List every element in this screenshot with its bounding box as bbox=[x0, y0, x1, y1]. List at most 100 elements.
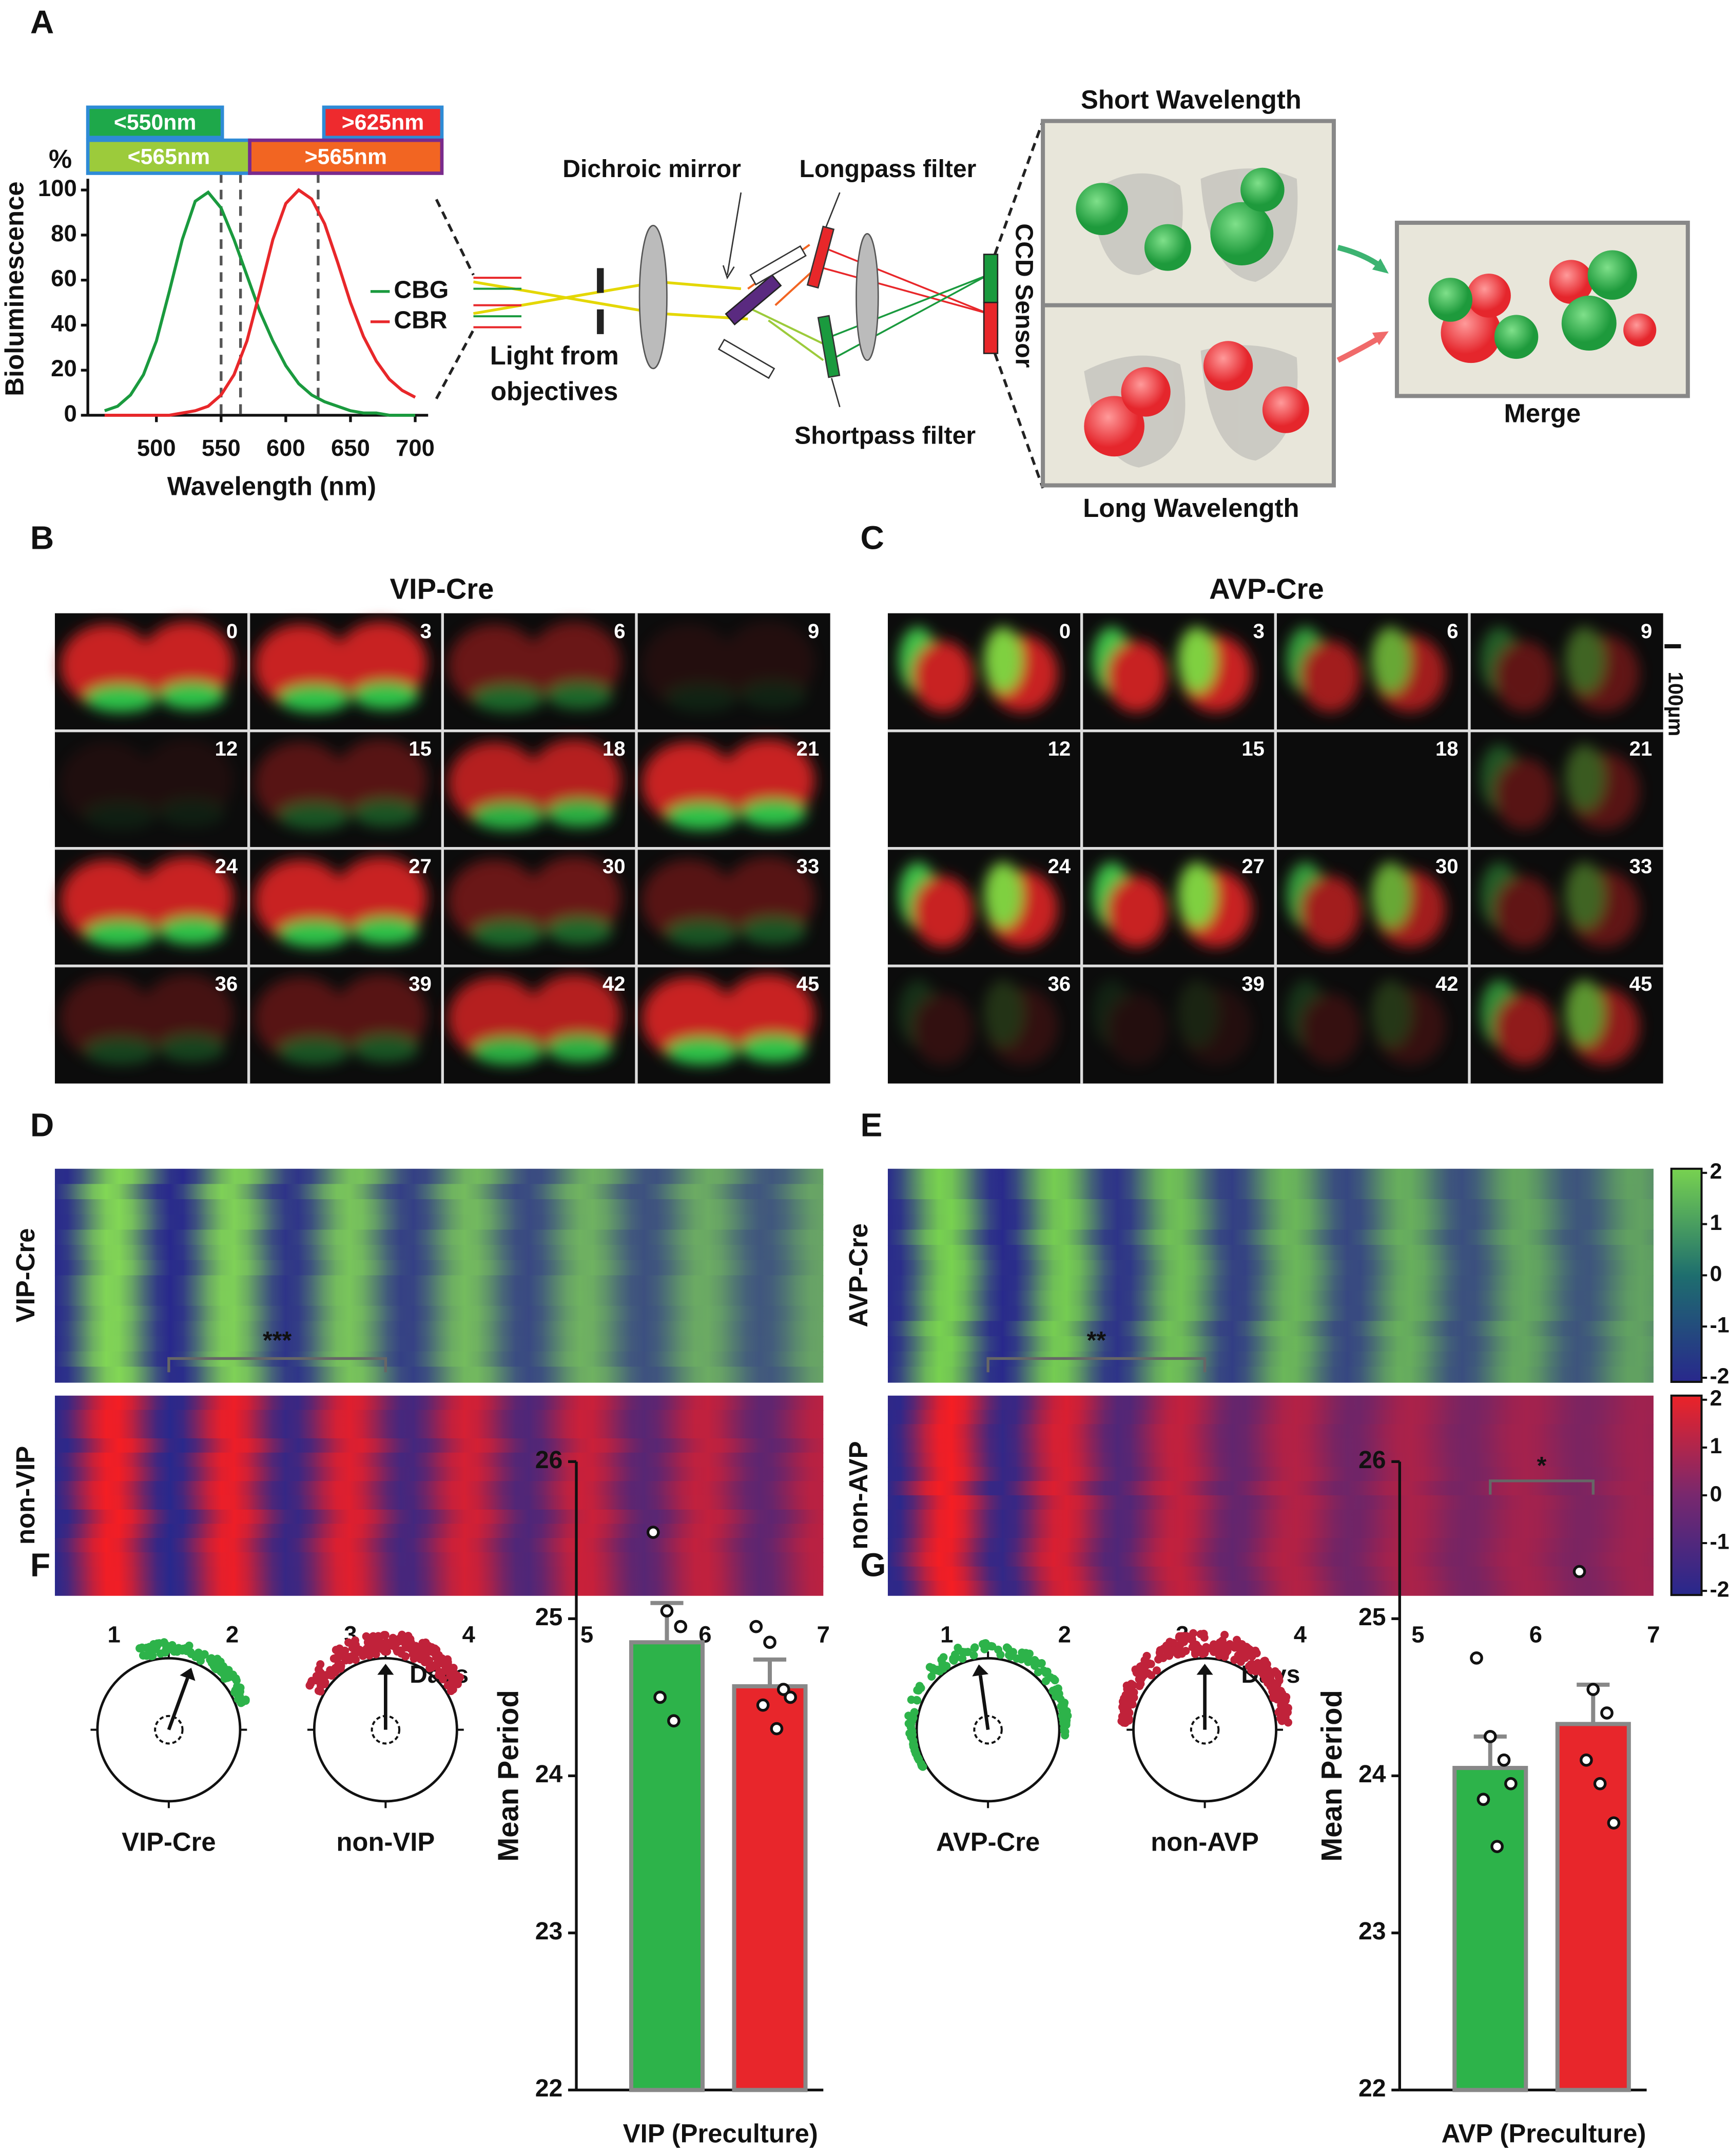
phase-dot bbox=[1018, 1650, 1027, 1659]
data-point bbox=[763, 1635, 776, 1649]
phase-dot bbox=[1135, 1682, 1144, 1690]
phase-dot bbox=[453, 1680, 462, 1688]
green-signal bbox=[279, 919, 351, 948]
heatmap-row bbox=[54, 1552, 824, 1568]
phase-dot bbox=[909, 1742, 918, 1751]
frame-label: 9 bbox=[1641, 620, 1652, 643]
red-signal bbox=[1300, 641, 1361, 713]
red-signal bbox=[1106, 758, 1167, 830]
heatmap-row bbox=[887, 1229, 1654, 1246]
phase-dot bbox=[167, 1644, 176, 1653]
diagram-label: CCD Sensor bbox=[1010, 223, 1038, 368]
phase-dot bbox=[1163, 1650, 1172, 1659]
x-tick-label: 4 bbox=[462, 1621, 476, 1647]
filter-box bbox=[86, 138, 251, 175]
phase-dot bbox=[335, 1644, 344, 1653]
phase-dot bbox=[1271, 1667, 1279, 1676]
frame-label: 3 bbox=[1253, 620, 1265, 643]
data-point bbox=[1600, 1706, 1614, 1720]
red-signal bbox=[140, 856, 234, 939]
x-tick-label: 700 bbox=[396, 435, 435, 461]
phase-dot bbox=[409, 1650, 417, 1659]
micrograph bbox=[1286, 862, 1446, 948]
heatmap-row bbox=[54, 1260, 824, 1276]
heatmap-row bbox=[887, 1481, 1654, 1496]
panel-letter: D bbox=[30, 1106, 54, 1143]
x-axis-title: Wavelength (nm) bbox=[167, 471, 376, 500]
y-axis-title: Bioluminescence bbox=[0, 181, 29, 396]
phase-dot bbox=[1230, 1656, 1239, 1664]
frame-label: 24 bbox=[1048, 855, 1071, 878]
diagram-label: Short Wavelength bbox=[1081, 85, 1301, 114]
phase-dot bbox=[1130, 1688, 1138, 1697]
data-point bbox=[1470, 1651, 1483, 1665]
red-signal bbox=[1300, 993, 1361, 1065]
phase-dot bbox=[1220, 1630, 1229, 1639]
green-signal bbox=[1371, 627, 1410, 693]
micrograph bbox=[448, 739, 621, 830]
phase-dot bbox=[1051, 1676, 1059, 1685]
mean-arrowhead bbox=[377, 1664, 394, 1675]
red-signal bbox=[912, 993, 973, 1065]
heatmap-row bbox=[54, 1424, 824, 1439]
green-signal bbox=[1177, 979, 1216, 1046]
data-point bbox=[776, 1683, 790, 1696]
group-label: non-VIP bbox=[336, 1827, 435, 1856]
red-signal bbox=[1106, 641, 1167, 713]
y-tick-label: 24 bbox=[1358, 1760, 1386, 1788]
micrograph bbox=[1093, 979, 1252, 1065]
phase-dot bbox=[449, 1674, 457, 1683]
red-signal bbox=[912, 876, 973, 948]
red-signal bbox=[1300, 758, 1361, 830]
data-point bbox=[1586, 1683, 1600, 1696]
frame-label: 21 bbox=[1629, 737, 1653, 760]
panel-letter: F bbox=[30, 1547, 50, 1584]
y-axis-title: Mean Period bbox=[492, 1690, 524, 1861]
heatmap-row bbox=[887, 1552, 1654, 1568]
green-signal bbox=[279, 1037, 351, 1065]
frame-label: 12 bbox=[1048, 737, 1071, 760]
phase-dot bbox=[435, 1668, 444, 1677]
x-tick-label: 550 bbox=[202, 435, 241, 461]
x-tick-label: 2 bbox=[226, 1621, 239, 1647]
heatmap-row bbox=[887, 1291, 1654, 1307]
frame-label: 39 bbox=[409, 972, 432, 995]
micrograph bbox=[1480, 627, 1640, 713]
phase-dot bbox=[1236, 1658, 1245, 1666]
group-label: AVP-Cre bbox=[936, 1827, 1040, 1856]
phase-dot bbox=[441, 1662, 450, 1671]
green-signal bbox=[1371, 862, 1410, 929]
micrograph bbox=[448, 621, 621, 713]
red-signal bbox=[528, 739, 621, 822]
x-tick-label: 7 bbox=[817, 1621, 830, 1647]
colorbar-tick-label: -2 bbox=[1710, 1364, 1729, 1389]
heatmap-row bbox=[54, 1452, 824, 1468]
bar bbox=[1555, 1722, 1631, 2092]
phase-dot bbox=[1156, 1646, 1164, 1654]
heatmap-row bbox=[54, 1467, 824, 1482]
data-point bbox=[1572, 1565, 1586, 1578]
legend-label: CBR bbox=[394, 306, 447, 334]
phase-dot bbox=[958, 1648, 967, 1657]
phase-dot bbox=[213, 1654, 222, 1663]
heatmap-row bbox=[54, 1438, 824, 1454]
frame-label: 27 bbox=[409, 855, 432, 878]
micrograph bbox=[899, 627, 1058, 713]
diagram-label: Long Wavelength bbox=[1083, 493, 1299, 523]
heatmap-row bbox=[54, 1366, 824, 1383]
red-signal bbox=[1494, 876, 1555, 948]
green-signal bbox=[85, 802, 157, 830]
mean-vector bbox=[167, 1677, 189, 1730]
frame-label: 24 bbox=[215, 855, 238, 878]
phase-dot bbox=[915, 1682, 924, 1690]
phase-dot bbox=[914, 1754, 922, 1763]
phase-dot bbox=[372, 1650, 380, 1659]
heatmap-row bbox=[54, 1275, 824, 1292]
frame-label: 30 bbox=[603, 855, 626, 878]
heatmap-row bbox=[887, 1184, 1654, 1200]
heatmap-row bbox=[887, 1524, 1654, 1539]
phase-dot bbox=[395, 1637, 403, 1646]
heatmap-row bbox=[54, 1199, 824, 1216]
data-point bbox=[653, 1690, 667, 1704]
